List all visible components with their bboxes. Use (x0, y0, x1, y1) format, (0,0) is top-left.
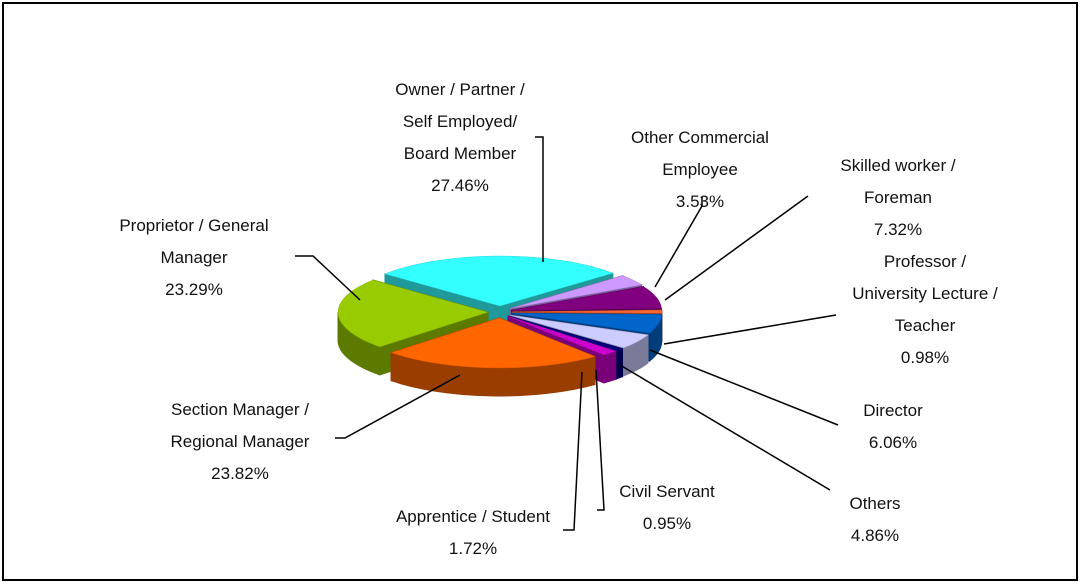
data-label: Apprentice / Student 1.72% (353, 501, 593, 565)
slice (511, 309, 663, 314)
data-label: Others 4.86% (755, 488, 995, 552)
leader-line (535, 136, 544, 262)
value-label: 23.29% (165, 280, 223, 299)
value-label: 6.06% (868, 433, 918, 452)
data-label: Proprietor / General Manager 23.29% (74, 210, 314, 306)
value-label: 23.82% (211, 464, 269, 483)
value-label: 1.72% (448, 539, 498, 558)
leader-line (663, 314, 837, 345)
data-label: Skilled worker / Foreman 7.32% (778, 150, 1018, 246)
data-label: Director 6.06% (773, 395, 1013, 459)
leader-line (664, 195, 809, 301)
value-label: 0.95% (642, 514, 692, 533)
data-label: Section Manager / Regional Manager 23.82% (120, 394, 360, 490)
slice (384, 255, 614, 307)
slice (508, 316, 617, 356)
value-label: 3.53% (675, 192, 725, 211)
leader-line (335, 374, 461, 439)
category-label: Owner / Partner / Self Employed/ Board M… (395, 80, 525, 163)
leader-line (595, 369, 605, 511)
slice (511, 286, 662, 311)
category-label: Proprietor / General Manager (119, 216, 269, 267)
data-label: Owner / Partner / Self Employed/ Board M… (340, 74, 580, 202)
category-label: Director (863, 401, 923, 420)
leader-line (563, 371, 583, 531)
value-label: 27.46% (431, 176, 489, 195)
slice-wall (615, 347, 623, 380)
slice (509, 275, 643, 309)
value-label: 4.86% (850, 526, 900, 545)
slice-wall (603, 350, 617, 384)
category-label: Other Commercial Employee (631, 128, 769, 179)
data-label: Civil Servant 0.95% (547, 476, 787, 540)
leader-line (619, 364, 831, 491)
category-label: Civil Servant (619, 482, 715, 501)
leader-line (649, 349, 839, 426)
value-label: 7.32% (873, 220, 923, 239)
slice (337, 279, 489, 348)
category-label: Professor / University Lecture / Teacher (852, 252, 998, 335)
slice (508, 315, 624, 352)
category-label: Section Manager / Regional Manager (170, 400, 310, 451)
category-label: Others (849, 494, 901, 513)
leader-line (295, 255, 361, 301)
category-label: Apprentice / Student (395, 507, 551, 526)
slice (511, 313, 662, 334)
slice (390, 317, 596, 369)
category-label: Skilled worker / Foreman (840, 156, 956, 207)
slice (510, 314, 649, 349)
leader-line (654, 197, 703, 288)
value-label: 0.98% (900, 348, 950, 367)
data-label: Other Commercial Employee 3.53% (580, 122, 820, 218)
data-label: Professor / University Lecture / Teacher… (805, 246, 1045, 374)
